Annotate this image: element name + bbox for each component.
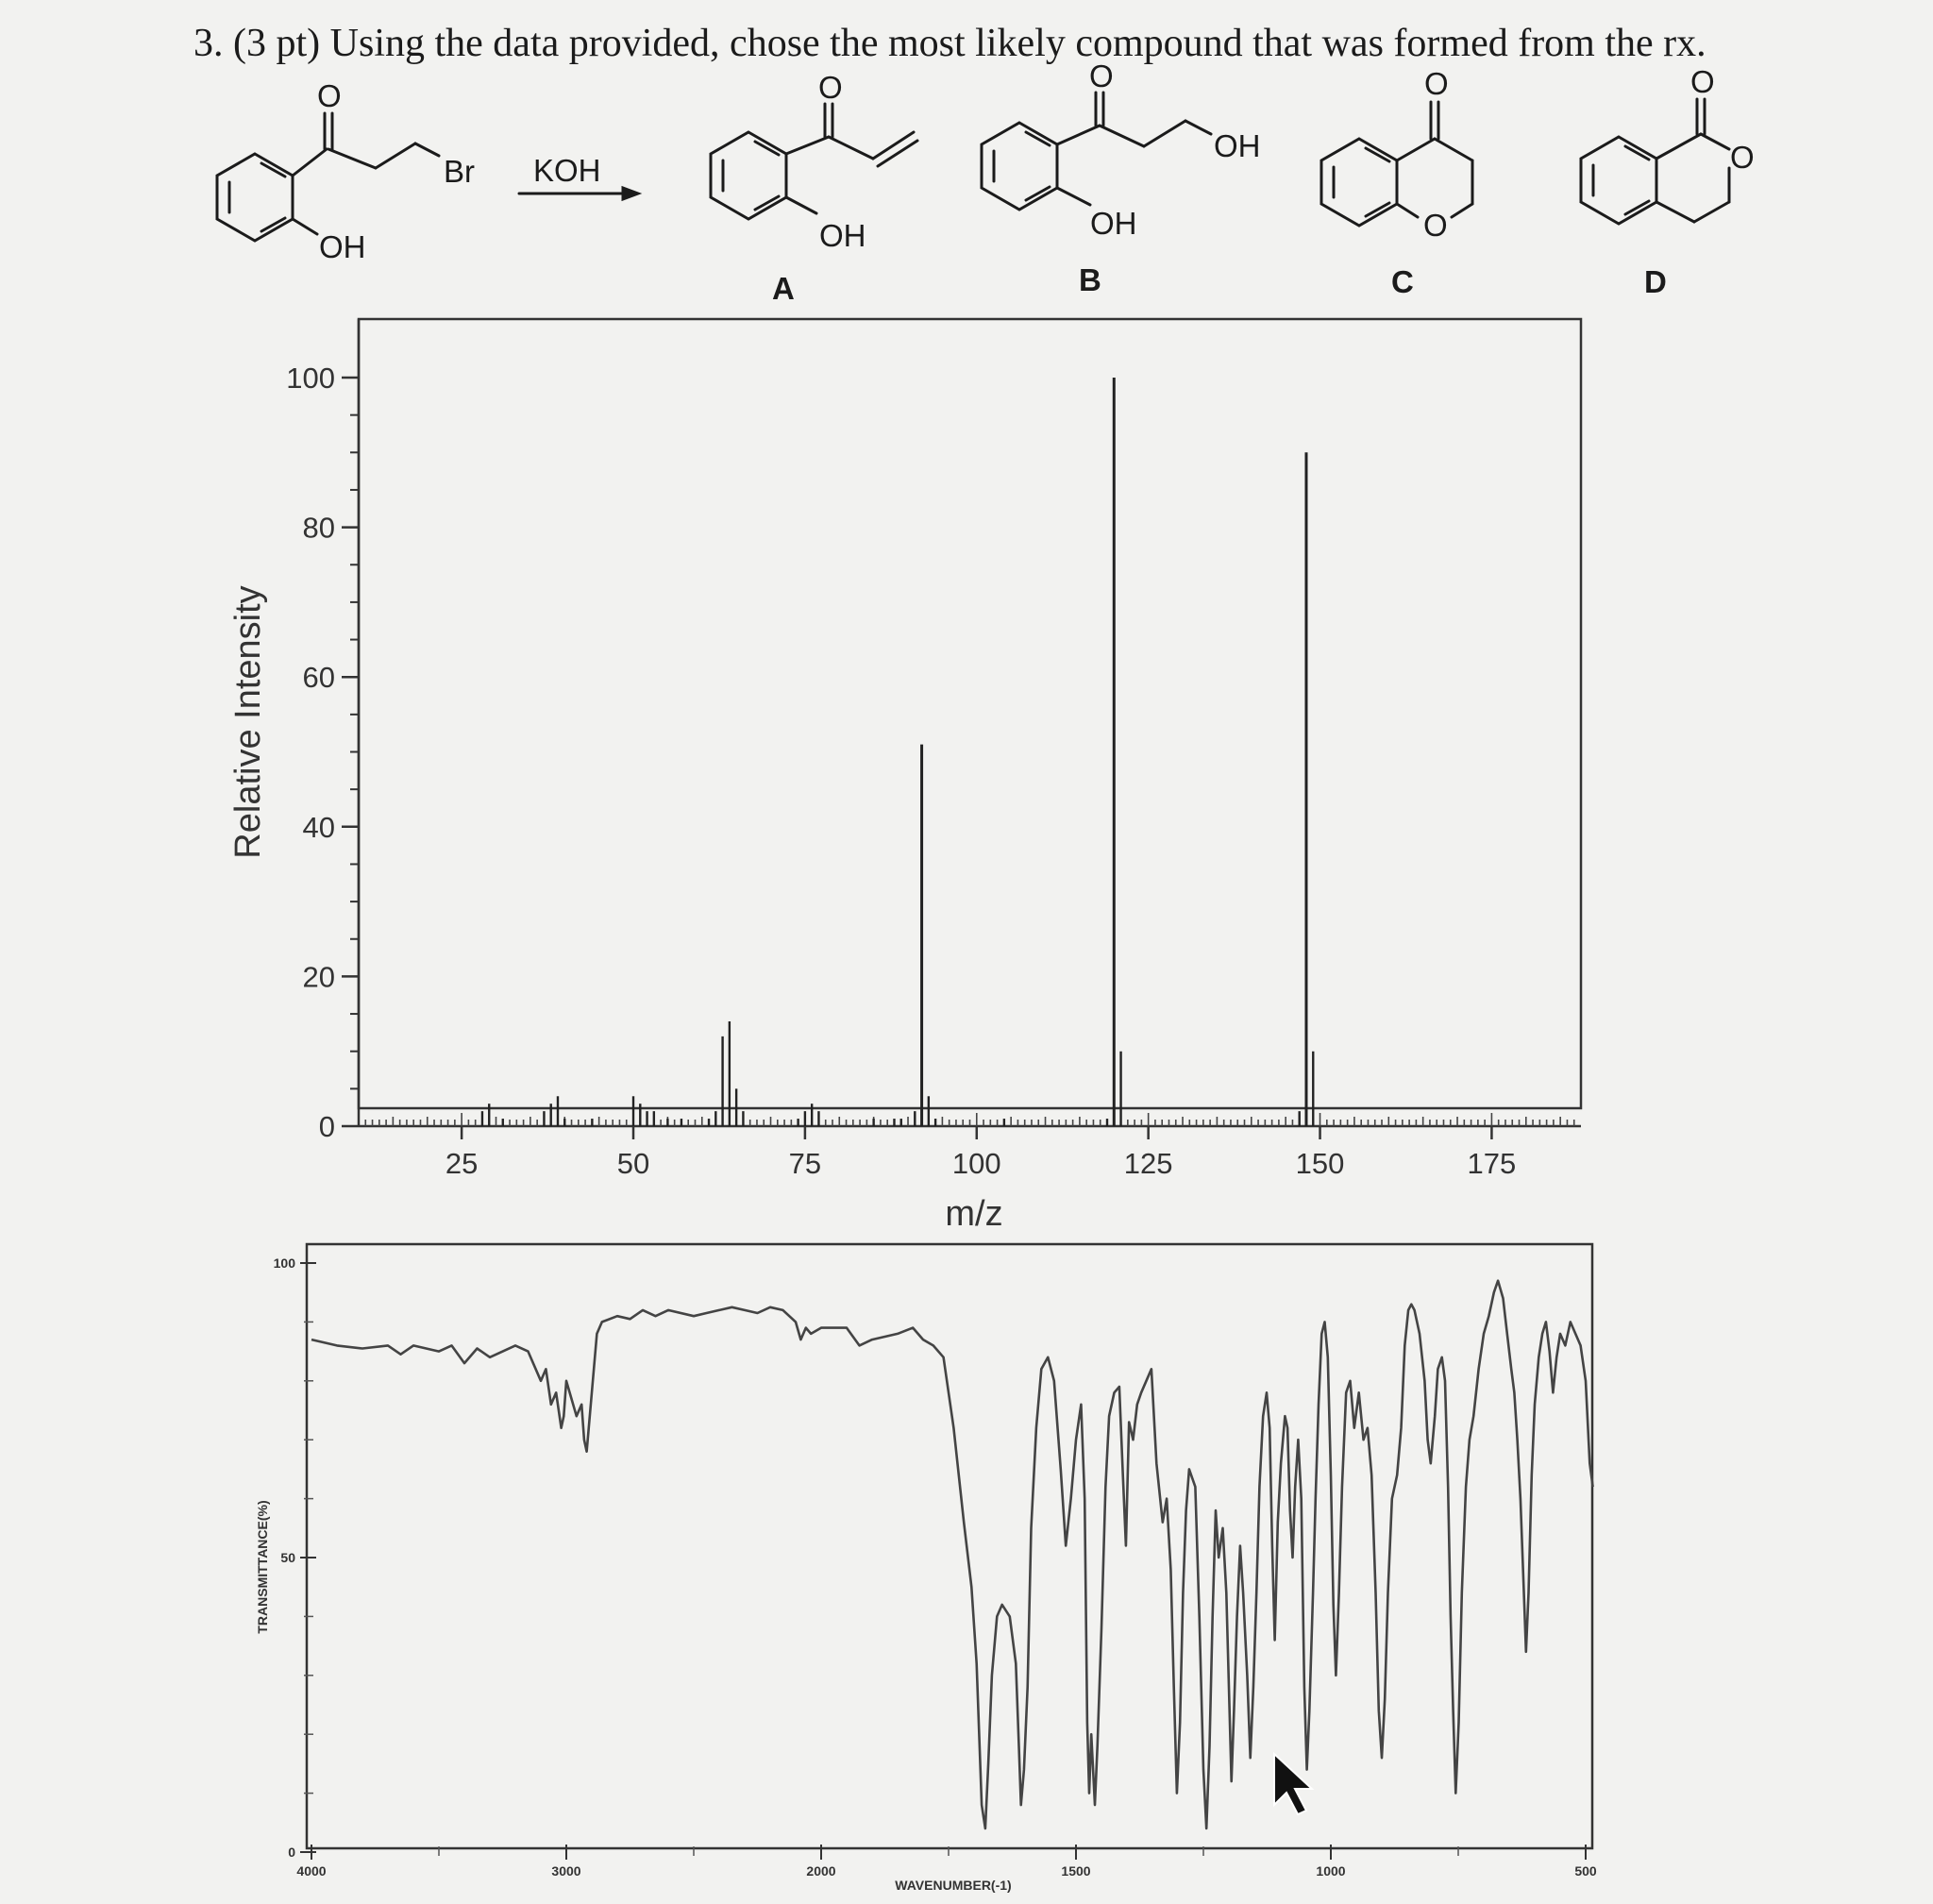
choice-b-label: B xyxy=(1079,262,1101,297)
ir-spectrum: 0 50 100 4000 3000 2000 1500 1000 500 TRANSMITT… xyxy=(255,1242,1597,1893)
choice-d-label: D xyxy=(1644,264,1667,299)
reactant-bond xyxy=(327,147,378,170)
choice-b-bond xyxy=(1055,124,1101,146)
choice-b-bond xyxy=(1142,119,1187,148)
ir-trace xyxy=(311,1279,1594,1830)
choice-b-bond xyxy=(1098,124,1146,148)
ms-x-tick-label: 125 xyxy=(1124,1147,1173,1180)
choice-a-bond xyxy=(827,135,875,160)
reaction-arrowhead xyxy=(621,185,643,202)
choice-c-ring-bond xyxy=(1395,137,1437,162)
reactant-carbonyl-o: O xyxy=(317,78,342,113)
choice-b-carbonyl-o: O xyxy=(1089,59,1114,93)
ms-peaks xyxy=(480,378,1315,1126)
choice-c-ring-oxygen: O xyxy=(1423,208,1448,243)
ms-y-tick-label: 40 xyxy=(303,811,335,844)
reactant-bond xyxy=(413,142,441,158)
reagent-label: KOH xyxy=(533,153,601,188)
choice-d-ring-bond xyxy=(1692,200,1731,224)
choice-a-structure xyxy=(709,102,919,221)
choice-a-label: A xyxy=(772,271,795,306)
ir-x-tick-label: 500 xyxy=(1574,1863,1597,1879)
choice-a-alkene-bond xyxy=(876,139,919,168)
choice-c-carbonyl-o: O xyxy=(1424,66,1449,101)
choice-a-ring-double-bond xyxy=(753,140,781,157)
ms-x-tick-label: 175 xyxy=(1468,1147,1517,1180)
ms-x-tick-label: 50 xyxy=(617,1147,649,1180)
ms-x-tick-label: 100 xyxy=(952,1147,1001,1180)
reactant-structure xyxy=(215,111,441,243)
ir-y-tick-label: 0 xyxy=(288,1845,295,1860)
ms-x-tick-label: 25 xyxy=(445,1147,478,1180)
ms-y-tick-label: 80 xyxy=(303,512,335,545)
choice-b-chain-hydroxyl: OH xyxy=(1214,128,1261,163)
ms-plot-frame xyxy=(357,317,1583,1110)
reaction-labels: O Br OH KOH O OH A O OH OH B O O C O O D xyxy=(317,59,1755,306)
ms-y-tick-label: 0 xyxy=(319,1110,335,1143)
ms-y-tick-label: 60 xyxy=(303,661,335,694)
choice-a-carbonyl-o: O xyxy=(818,70,843,105)
reactant-bond xyxy=(291,217,319,236)
choice-a-alkene-bond xyxy=(871,130,916,160)
choice-b-structure xyxy=(980,91,1213,211)
ir-x-tick-label: 2000 xyxy=(806,1863,835,1879)
ms-y-axis-title: Relative Intensity xyxy=(228,585,268,858)
choice-a-bond xyxy=(784,135,831,156)
choice-d-carbonyl-o: O xyxy=(1690,64,1715,99)
choice-a-hydroxyl: OH xyxy=(819,218,866,253)
choice-c-ring-double-bond xyxy=(1364,146,1391,163)
mass-spectrum: 0 20 40 60 80 100 25 50 75 100 125 150 175 Relative… xyxy=(228,317,1583,1234)
ir-x-tick-label: 1500 xyxy=(1061,1863,1090,1879)
reactant-ring-double-bond xyxy=(260,161,287,178)
choice-d-ring-oxygen: O xyxy=(1730,140,1755,175)
choice-b-ring-hydroxyl: OH xyxy=(1090,206,1137,241)
reactant-ring-double-bond xyxy=(260,216,287,233)
choice-c-label: C xyxy=(1391,264,1414,299)
mouse-cursor-icon xyxy=(1273,1751,1315,1816)
ir-y-tick-label: 50 xyxy=(280,1550,295,1565)
choice-c-ring-bond xyxy=(1395,202,1420,219)
ms-x-tick-label: 75 xyxy=(789,1147,821,1180)
ir-x-tick-label: 1000 xyxy=(1316,1863,1345,1879)
ms-y-ticks: 0 20 40 60 80 100 xyxy=(286,362,359,1143)
choice-a-ring-double-bond xyxy=(753,194,781,211)
choice-d-ring-double-bond xyxy=(1623,144,1651,161)
ms-x-axis-title: m/z xyxy=(945,1194,1002,1234)
ir-y-axis-title: TRANSMITTANCE(%) xyxy=(255,1500,270,1633)
choice-b-bond xyxy=(1184,119,1213,136)
choice-c-ring-bond xyxy=(1433,137,1474,162)
ms-x-ticks: 25 50 75 100 125 150 175 xyxy=(364,1113,1575,1180)
reactant-hydroxyl: OH xyxy=(319,229,366,264)
ir-y-tick-label: 100 xyxy=(274,1255,296,1271)
ir-x-tick-label: 4000 xyxy=(296,1863,326,1879)
ms-x-tick-label: 150 xyxy=(1296,1147,1345,1180)
choice-d-ring-bond xyxy=(1699,132,1731,151)
ir-x-ticks: 4000 3000 2000 1500 1000 500 xyxy=(296,1845,1597,1879)
question-text: 3. (3 pt) Using the data provided, chose… xyxy=(193,22,1706,65)
choice-a-bond xyxy=(784,195,818,215)
reactant-bond xyxy=(291,147,328,177)
choice-c-ring-bond xyxy=(1450,202,1474,219)
choice-b-ring-double-bond xyxy=(1024,185,1051,202)
reaction-scheme xyxy=(215,91,1731,243)
ms-y-tick-label: 20 xyxy=(303,960,335,993)
ms-y-tick-label: 100 xyxy=(286,362,335,395)
ir-x-tick-label: 3000 xyxy=(551,1863,580,1879)
reactant-bromine: Br xyxy=(444,154,475,189)
choice-d-ring-double-bond xyxy=(1623,199,1651,216)
choice-d-ring-bond xyxy=(1655,132,1703,160)
choice-b-ring-double-bond xyxy=(1024,130,1051,147)
choice-c-structure xyxy=(1319,100,1474,227)
reactant-bond xyxy=(374,142,417,170)
ir-x-axis-title: WAVENUMBER(-1) xyxy=(895,1878,1011,1893)
ir-plot-frame xyxy=(305,1242,1594,1850)
ir-y-ticks: 0 50 100 xyxy=(274,1255,316,1860)
choice-d-ring-bond xyxy=(1655,200,1696,224)
choice-b-bond xyxy=(1055,186,1092,207)
choice-d-structure xyxy=(1579,97,1731,226)
choice-c-ring-double-bond xyxy=(1364,201,1391,218)
